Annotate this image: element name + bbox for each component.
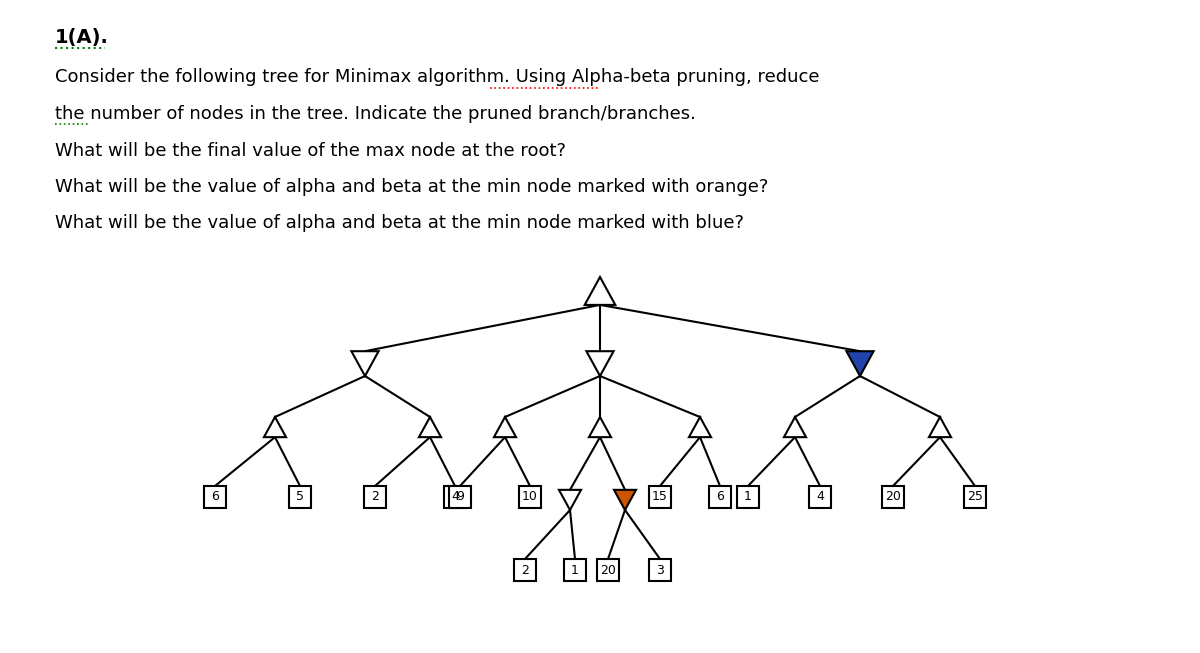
- Bar: [444, 486, 466, 508]
- Polygon shape: [929, 417, 952, 437]
- Text: 1: 1: [744, 490, 752, 503]
- Bar: [649, 559, 671, 581]
- Bar: [598, 559, 619, 581]
- Text: 9: 9: [456, 490, 464, 503]
- Text: Consider the following tree for Minimax algorithm. Using Alpha-beta pruning, red: Consider the following tree for Minimax …: [55, 68, 820, 86]
- Bar: [809, 486, 830, 508]
- Text: 6: 6: [211, 490, 218, 503]
- Polygon shape: [614, 490, 636, 510]
- Bar: [449, 486, 470, 508]
- Bar: [649, 486, 671, 508]
- Text: What will be the value of alpha and beta at the min node marked with orange?: What will be the value of alpha and beta…: [55, 178, 768, 196]
- Text: 3: 3: [656, 564, 664, 577]
- Text: 25: 25: [967, 490, 983, 503]
- Bar: [289, 486, 311, 508]
- Text: What will be the value of alpha and beta at the min node marked with blue?: What will be the value of alpha and beta…: [55, 214, 744, 232]
- Text: 20: 20: [886, 490, 901, 503]
- Text: the number of nodes in the tree. Indicate the pruned branch/branches.: the number of nodes in the tree. Indicat…: [55, 105, 696, 123]
- Polygon shape: [264, 417, 286, 437]
- Bar: [709, 486, 731, 508]
- Bar: [364, 486, 386, 508]
- Polygon shape: [589, 417, 611, 437]
- Bar: [204, 486, 226, 508]
- Text: 5: 5: [296, 490, 304, 503]
- Text: 4: 4: [816, 490, 824, 503]
- Text: 2: 2: [371, 490, 379, 503]
- Polygon shape: [784, 417, 806, 437]
- Polygon shape: [559, 490, 581, 510]
- Text: 10: 10: [522, 490, 538, 503]
- Text: 4: 4: [451, 490, 458, 503]
- Text: 1: 1: [571, 564, 578, 577]
- Polygon shape: [587, 351, 613, 376]
- Polygon shape: [846, 351, 874, 376]
- Polygon shape: [689, 417, 712, 437]
- Bar: [564, 559, 586, 581]
- Bar: [964, 486, 986, 508]
- Bar: [882, 486, 904, 508]
- Bar: [737, 486, 760, 508]
- Text: 20: 20: [600, 564, 616, 577]
- Text: 15: 15: [652, 490, 668, 503]
- Bar: [520, 486, 541, 508]
- Polygon shape: [419, 417, 442, 437]
- Text: 1(A).: 1(A).: [55, 28, 109, 47]
- Text: 6: 6: [716, 490, 724, 503]
- Text: 2: 2: [521, 564, 529, 577]
- Polygon shape: [352, 351, 379, 376]
- Text: What will be the final value of the max node at the root?: What will be the final value of the max …: [55, 142, 566, 160]
- Bar: [514, 559, 536, 581]
- Polygon shape: [494, 417, 516, 437]
- Polygon shape: [584, 277, 616, 305]
